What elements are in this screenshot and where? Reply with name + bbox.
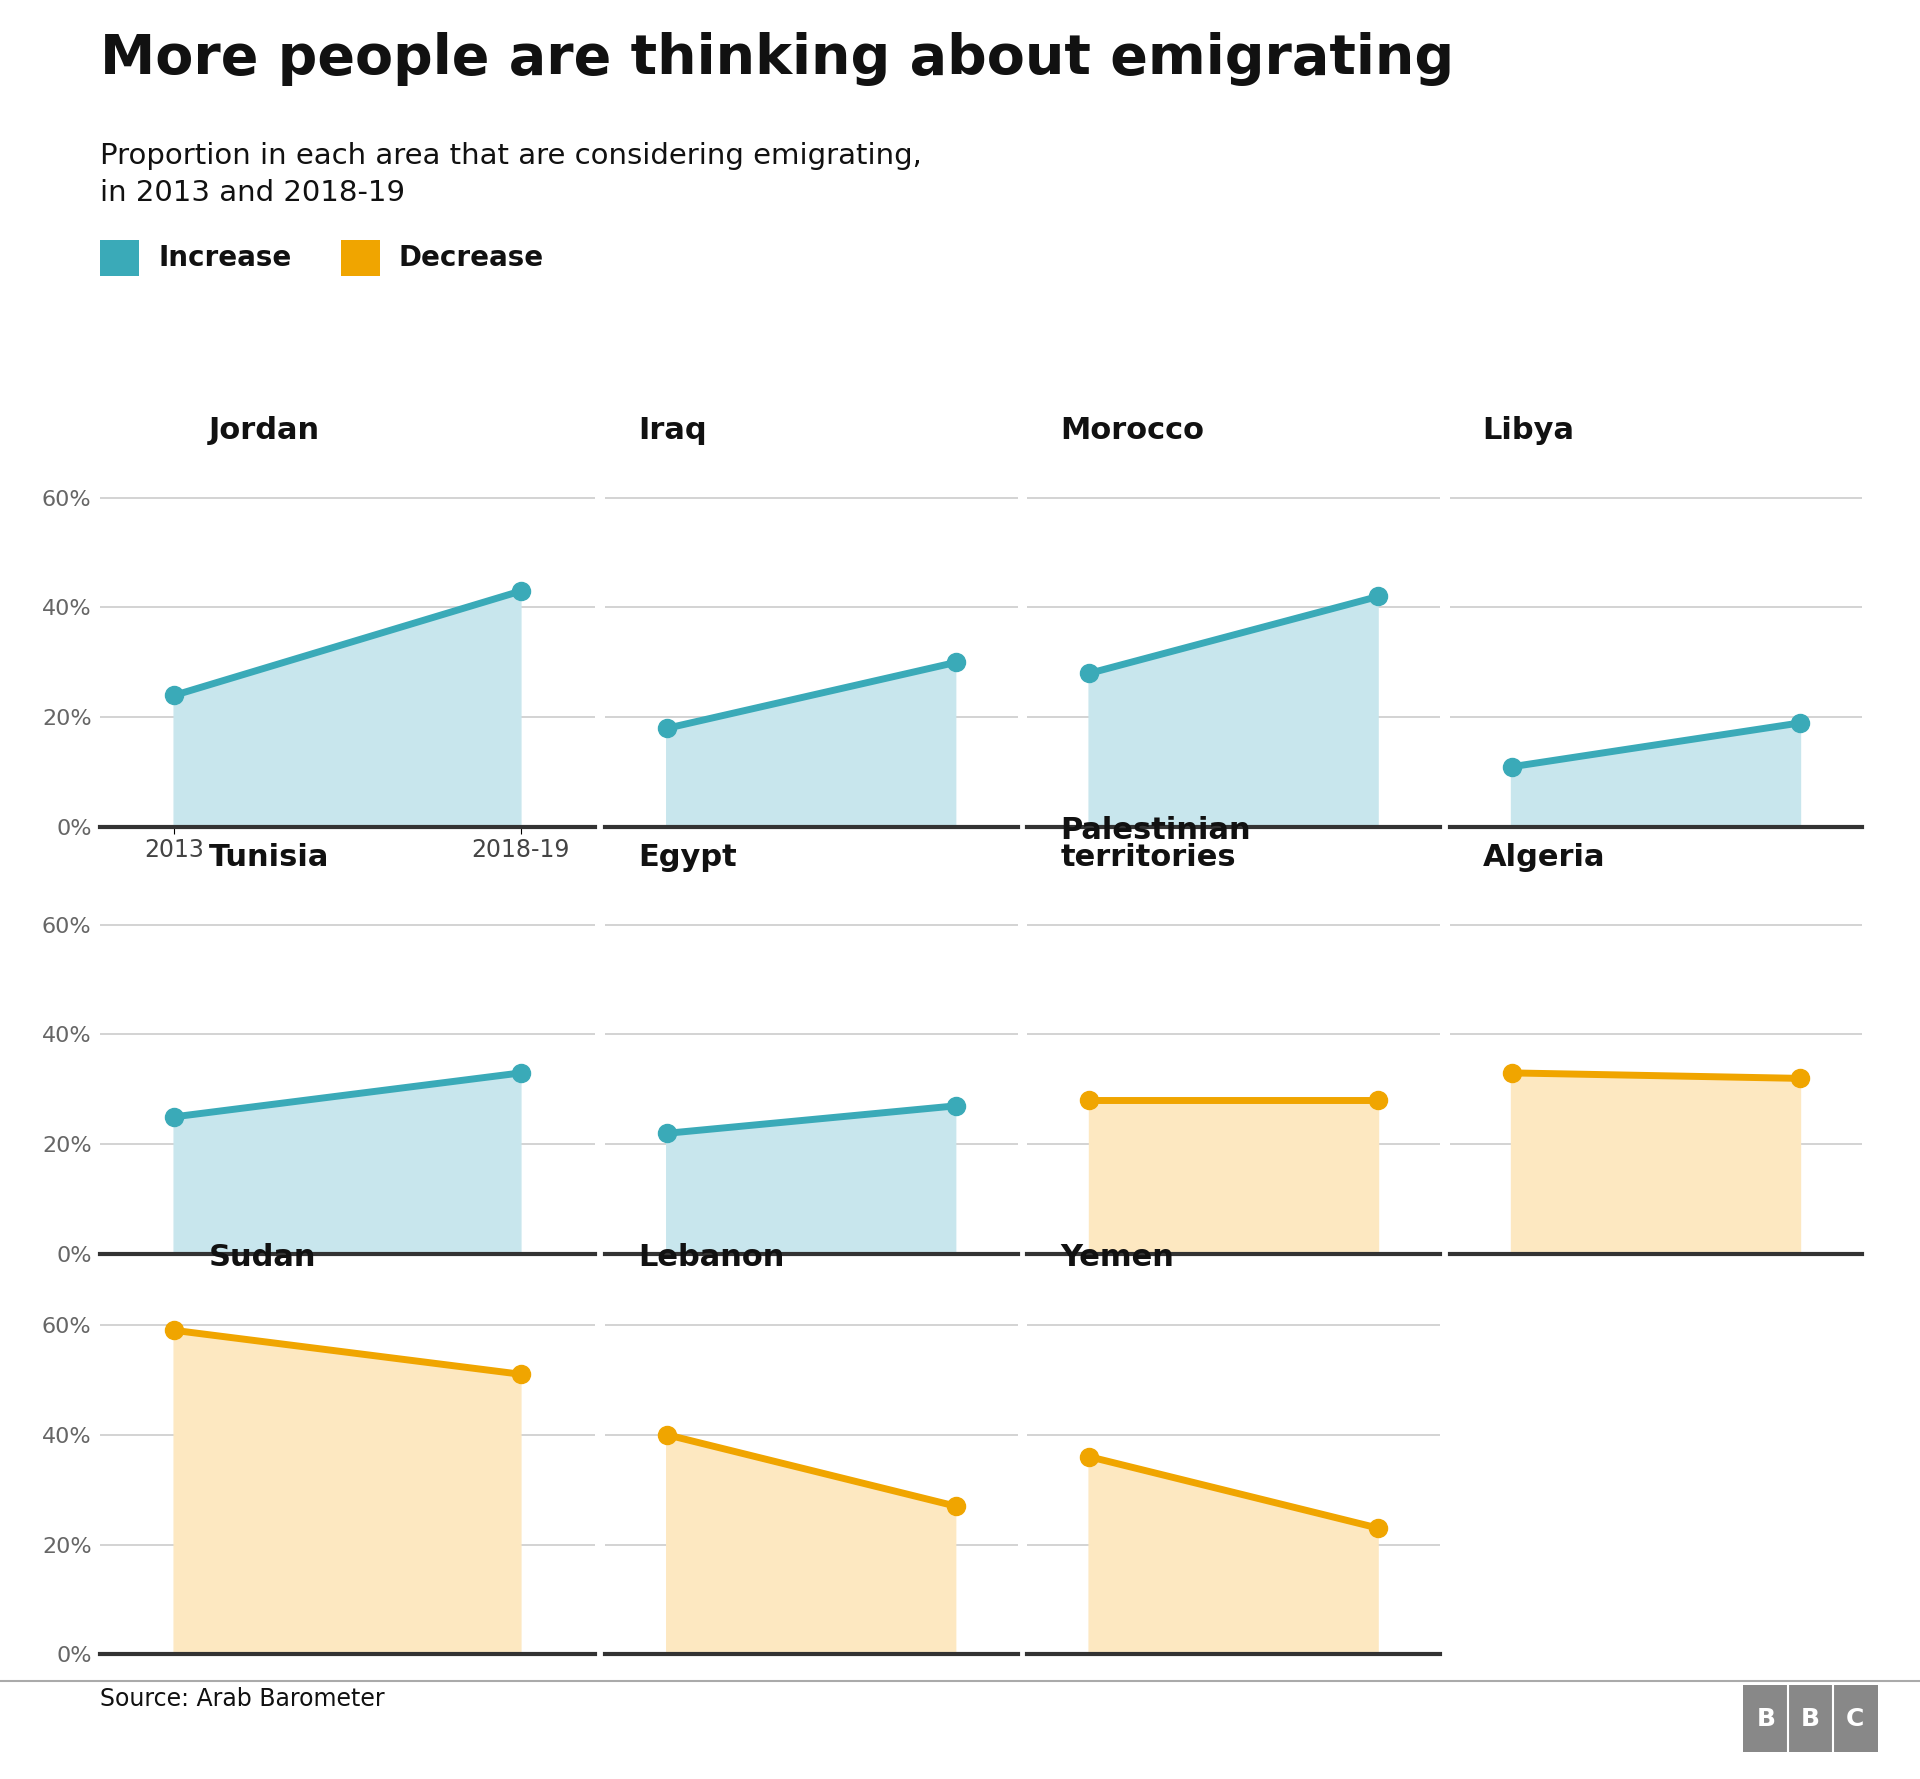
Polygon shape [1089, 1101, 1379, 1254]
Text: Palestinian: Palestinian [1060, 817, 1250, 845]
Text: Iraq: Iraq [637, 416, 707, 445]
Polygon shape [175, 591, 520, 827]
Polygon shape [1089, 1457, 1379, 1654]
Text: territories: territories [1060, 843, 1236, 872]
Text: Jordan: Jordan [209, 416, 321, 445]
Text: Source: Arab Barometer: Source: Arab Barometer [100, 1686, 384, 1711]
Polygon shape [666, 662, 956, 827]
Text: Sudan: Sudan [209, 1244, 317, 1272]
Text: Tunisia: Tunisia [209, 843, 328, 872]
Polygon shape [175, 1073, 520, 1254]
Text: C: C [1847, 1706, 1864, 1731]
Text: Decrease: Decrease [399, 244, 543, 272]
Polygon shape [666, 1434, 956, 1654]
Polygon shape [1089, 596, 1379, 827]
Text: Morocco: Morocco [1060, 416, 1204, 445]
Polygon shape [1511, 722, 1801, 827]
Text: Proportion in each area that are considering emigrating,
in 2013 and 2018-19: Proportion in each area that are conside… [100, 142, 922, 206]
Polygon shape [666, 1107, 956, 1254]
Text: Yemen: Yemen [1060, 1244, 1175, 1272]
Text: Algeria: Algeria [1482, 843, 1605, 872]
Text: B: B [1801, 1706, 1820, 1731]
Text: Egypt: Egypt [637, 843, 737, 872]
Text: Lebanon: Lebanon [637, 1244, 783, 1272]
Polygon shape [1511, 1073, 1801, 1254]
Text: Increase: Increase [157, 244, 292, 272]
Text: B: B [1757, 1706, 1776, 1731]
Polygon shape [175, 1331, 520, 1654]
Text: More people are thinking about emigrating: More people are thinking about emigratin… [100, 32, 1453, 85]
Text: Libya: Libya [1482, 416, 1574, 445]
